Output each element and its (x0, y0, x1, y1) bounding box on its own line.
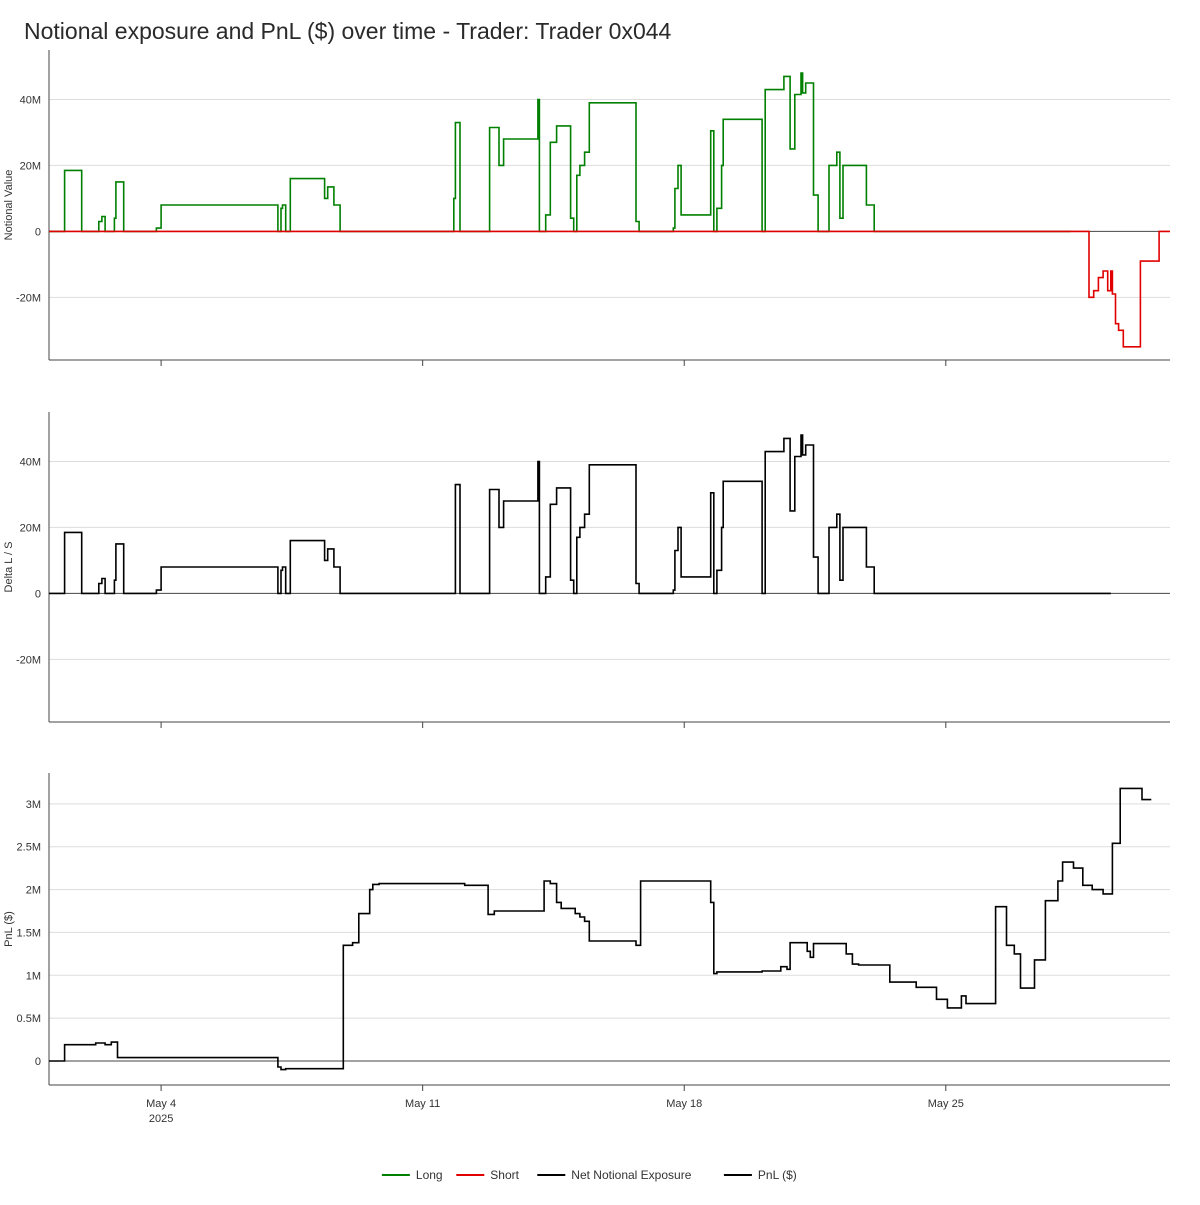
x-tick-label-1: May 11 (405, 1098, 440, 1110)
chart-title: Notional exposure and PnL ($) over time … (24, 18, 672, 44)
x-tick-label-3: May 25 (928, 1098, 964, 1110)
legend-label-pnl: PnL ($) (758, 1168, 797, 1182)
x-tick-label-0: May 4 (146, 1098, 176, 1110)
legend-label-net-notional-exposure: Net Notional Exposure (571, 1168, 691, 1182)
y-tick-label-2-3: 1.5M (17, 927, 41, 939)
y-tick-label-2-0: 3M (26, 799, 41, 811)
legend-label-short: Short (490, 1168, 519, 1182)
y-tick-label-2-5: 0.5M (17, 1013, 41, 1025)
x-tick-sublabel-0: 2025 (149, 1113, 173, 1125)
y-tick-label-1-3: -20M (16, 654, 41, 666)
y-tick-label-2-1: 2.5M (17, 842, 41, 854)
y-axis-title-0: Notional Value (3, 170, 15, 241)
series-line-net-notional-exposure (49, 434, 1111, 595)
x-tick-label-2: May 18 (666, 1098, 702, 1110)
y-axis-title-2: PnL ($) (3, 911, 15, 947)
y-axis-title-1: Delta L / S (3, 542, 15, 593)
series-line-long (49, 72, 1071, 233)
y-tick-label-0-0: 40M (20, 94, 41, 106)
y-tick-label-0-2: 0 (35, 226, 41, 238)
legend-label-long: Long (416, 1168, 443, 1182)
y-tick-label-2-4: 1M (26, 970, 41, 982)
y-tick-label-2-6: 0 (35, 1056, 41, 1068)
y-tick-label-1-1: 20M (20, 522, 41, 534)
y-tick-label-1-2: 0 (35, 588, 41, 600)
y-tick-label-1-0: 40M (20, 456, 41, 468)
series-line-pnl (49, 787, 1152, 1071)
y-tick-label-2-2: 2M (26, 885, 41, 897)
series-line-short (49, 230, 1170, 348)
y-tick-label-0-1: 20M (20, 160, 41, 172)
y-tick-label-0-3: -20M (16, 292, 41, 304)
